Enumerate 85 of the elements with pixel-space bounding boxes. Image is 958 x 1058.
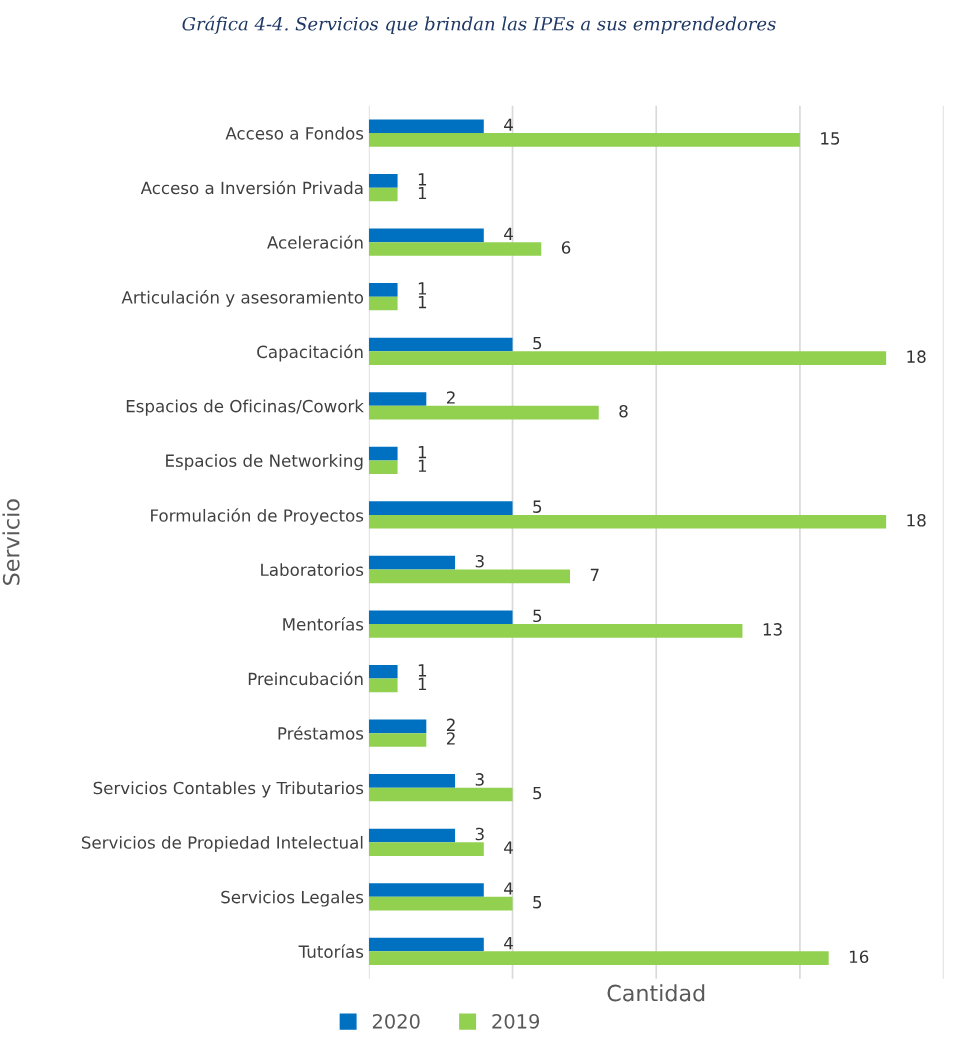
data-label: 8 <box>619 404 628 418</box>
bar <box>368 173 398 188</box>
bar <box>368 733 427 747</box>
data-label: 4 <box>504 118 513 131</box>
y-tick-label: Servicios Contables y Tributarios <box>93 781 364 798</box>
bar <box>368 678 398 693</box>
chart-title: Gráfica 4-4. Servicios que brindan las IPEs a sus emprendedores <box>182 15 776 35</box>
data-label: 1 <box>418 459 427 472</box>
bar <box>368 187 398 202</box>
bar <box>368 446 398 461</box>
legend-label: 2019 <box>492 1013 540 1029</box>
data-label: 2 <box>446 391 455 404</box>
bar <box>368 883 484 897</box>
y-tick-label: Tutorías <box>298 944 364 958</box>
x-axis-title: Cantidad <box>607 984 705 1002</box>
data-label: 5 <box>533 896 542 909</box>
data-label: 13 <box>763 623 782 636</box>
data-label: 6 <box>561 241 571 254</box>
bar <box>368 569 571 584</box>
y-tick-label: Articulación y asesoramiento <box>121 290 364 307</box>
data-label: 1 <box>418 664 427 677</box>
y-tick-label: Mentorías <box>283 617 364 631</box>
data-label: 5 <box>533 609 542 623</box>
bar <box>368 460 398 475</box>
data-label: 15 <box>821 132 840 145</box>
bar <box>368 664 398 679</box>
bar <box>368 555 456 570</box>
data-label: 4 <box>504 882 513 895</box>
data-label: 3 <box>475 827 484 841</box>
y-tick-label: Preincubación <box>248 671 363 686</box>
bar <box>368 228 484 243</box>
y-axis-title: Servicio <box>2 499 20 585</box>
data-label: 7 <box>590 568 599 581</box>
data-label: 1 <box>418 677 427 691</box>
data-label: 16 <box>849 950 869 964</box>
bar <box>368 337 513 352</box>
data-label: 5 <box>533 786 542 800</box>
bar <box>368 283 398 297</box>
bar <box>368 610 513 625</box>
data-label: 3 <box>475 773 484 786</box>
y-tick-label: Acceso a Inversión Privada <box>140 180 363 195</box>
data-label: 4 <box>504 227 513 240</box>
data-label: 18 <box>907 350 926 363</box>
data-label: 5 <box>533 500 542 513</box>
bar <box>368 405 599 420</box>
y-tick-label: Préstamos <box>278 726 364 740</box>
y-tick-label: Espacios de Oficinas/Cowork <box>126 399 364 416</box>
bar <box>368 242 542 256</box>
bar <box>368 624 743 638</box>
legend-label: 2020 <box>372 1013 420 1029</box>
data-label: 1 <box>418 186 427 200</box>
y-tick-label: Capacitación <box>257 344 363 362</box>
y-tick-label: Acceso a Fondos <box>225 126 364 140</box>
bar <box>368 351 887 365</box>
y-tick-label: Aceleración <box>267 235 363 249</box>
bar <box>368 296 398 311</box>
data-label: 18 <box>907 514 926 527</box>
bar <box>368 392 427 406</box>
data-label: 2 <box>446 732 455 745</box>
bar <box>368 501 513 515</box>
bar <box>368 937 484 952</box>
bar <box>368 828 456 843</box>
data-label: 1 <box>418 296 427 309</box>
bar <box>368 119 484 134</box>
data-label: 2 <box>446 718 455 731</box>
data-label: 4 <box>504 937 513 950</box>
y-tick-label: Laboratorios <box>261 563 364 577</box>
bar <box>368 896 513 911</box>
bar <box>368 719 427 734</box>
bar <box>368 951 829 966</box>
y-tick-label: Espacios de Networking <box>166 454 363 471</box>
y-tick-label: Servicios de Propiedad Intelectual <box>81 835 363 853</box>
data-label: 5 <box>533 336 542 350</box>
data-label: 4 <box>504 841 513 854</box>
y-tick-label: Servicios Legales <box>221 890 364 907</box>
data-label: 1 <box>418 282 427 295</box>
bar <box>368 842 484 856</box>
data-label: 1 <box>418 173 427 186</box>
y-tick-label: Formulación de Proyectos <box>151 508 364 526</box>
data-label: 3 <box>475 554 484 568</box>
data-label: 1 <box>418 446 427 459</box>
bar <box>368 133 800 147</box>
bar <box>368 774 456 788</box>
bar <box>368 787 513 802</box>
bar <box>368 514 887 529</box>
